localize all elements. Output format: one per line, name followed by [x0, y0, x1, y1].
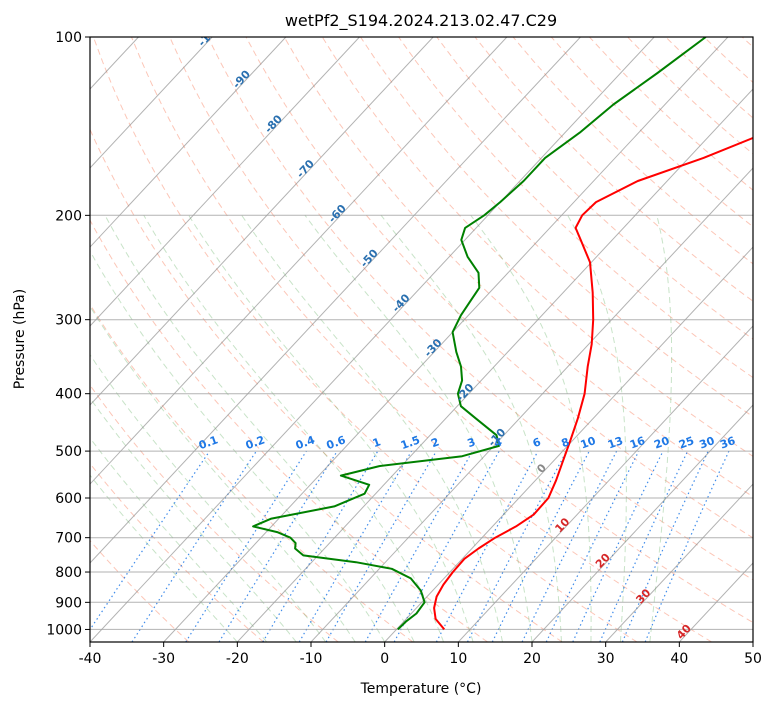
x-tick-label: -30: [152, 651, 175, 667]
x-tick-label: 40: [670, 651, 688, 667]
isotherm-line: [90, 37, 213, 169]
mixing-ratio-label: 1: [371, 435, 383, 450]
y-axis-title: Pressure (hPa): [12, 289, 28, 389]
dry-adiabat-line: [90, 219, 488, 642]
x-tick-label: 30: [597, 651, 615, 667]
mixing-ratio-label: 13: [606, 434, 625, 451]
moist-adiabat-line: [470, 215, 592, 642]
mixing-ratio-line: [325, 450, 437, 642]
isotherm-line: [90, 37, 360, 327]
isotherm-line: [163, 37, 729, 642]
moist-adiabat-line: [143, 215, 445, 642]
dry-adiabat-line: [92, 37, 638, 642]
isotherm-line: [236, 88, 753, 642]
mixing-ratio-label: 2: [429, 435, 441, 450]
mixing-ratio-label: 3: [466, 435, 478, 450]
temperature-profile-line: [433, 136, 753, 631]
mixing-ratio-label: 0.6: [325, 433, 348, 452]
y-tick-label: 300: [55, 313, 82, 329]
moist-adiabat-line: [380, 214, 562, 642]
isotherm-line: [90, 37, 434, 406]
dry-adiabat-line: [245, 37, 753, 539]
x-tick-label: -40: [79, 651, 102, 667]
mixing-ratio-label: 10: [579, 434, 598, 452]
dry-adiabat-line: [207, 37, 753, 581]
x-tick-label: -20: [226, 651, 249, 667]
mixing-ratio-label: 0.4: [294, 433, 317, 452]
moist-adiabat-line: [188, 215, 474, 642]
dry-adiabat-line: [90, 128, 563, 642]
isotherm-line: [90, 37, 287, 248]
isotherm-line: [90, 37, 581, 564]
mixing-ratio-line: [90, 450, 211, 631]
dry-adiabat-line: [474, 37, 753, 302]
mixing-ratio-label: 4: [492, 435, 504, 450]
moist-adiabat-line: [90, 353, 327, 642]
y-tick-label: 200: [55, 208, 82, 224]
mixing-ratio-label: 25: [677, 434, 696, 451]
mixing-ratio-line: [599, 450, 689, 642]
mixing-ratio-line: [545, 450, 640, 642]
mixing-ratio-line: [521, 450, 618, 642]
isotherm-line: [310, 167, 753, 642]
mixing-ratio-label: 0.1: [197, 433, 220, 452]
mixing-ratio-label: 20: [652, 434, 671, 452]
mixing-ratio-label: 16: [628, 434, 647, 452]
mixing-ratio-label: 36: [718, 434, 737, 452]
dry-adiabat-line: [131, 37, 712, 642]
moist-adiabat-line: [90, 474, 238, 642]
x-axis: -40 -30 -20 -10 0 10 20 30 40 50: [79, 642, 762, 667]
mixing-ratio-line: [435, 450, 539, 642]
y-tick-label: 100: [55, 30, 82, 46]
dry-adiabat-line: [436, 37, 753, 340]
x-tick-label: 0: [380, 651, 389, 667]
y-tick-label: 700: [55, 531, 82, 547]
isotherm-line: [605, 483, 753, 642]
mixing-ratio-label: 8: [560, 435, 572, 450]
moist-adiabat-line: [90, 250, 386, 642]
isotherm-line: [531, 404, 753, 642]
moist-adiabat-line: [649, 215, 673, 642]
y-tick-label: 900: [55, 595, 82, 611]
y-tick-label: 500: [55, 444, 82, 460]
x-tick-label: 20: [523, 651, 541, 667]
moist-adiabat-line: [241, 215, 503, 642]
profile-lines: [252, 37, 753, 631]
dry-adiabat-line: [90, 462, 264, 642]
mixing-ratio-label: 0.2: [244, 433, 267, 452]
plot-frame: [89, 36, 754, 643]
x-axis-title: Temperature (°C): [360, 681, 482, 697]
dry-adiabat-line: [90, 539, 190, 642]
moist-adiabat-line: [567, 215, 627, 642]
mixing-ratio-line: [572, 450, 664, 642]
chart-title: wetPf2_S194.2024.213.02.47.C29: [285, 11, 557, 31]
isotherm-line: [457, 325, 753, 642]
mixing-ratio-label: 1.5: [399, 433, 422, 452]
dewpoint-profile-line: [252, 37, 707, 631]
x-tick-label: -10: [300, 651, 323, 667]
isotherm-line: [384, 246, 753, 642]
y-tick-label: 400: [55, 387, 82, 403]
mixing-ratio-line: [262, 450, 379, 642]
dry-adiabat-line: [169, 37, 753, 624]
moist-adiabat-line: [90, 305, 356, 642]
mixing-ratio-line: [218, 450, 338, 642]
background-lines: [90, 37, 753, 642]
mixing-ratio-line: [298, 450, 413, 642]
y-tick-label: 600: [55, 491, 82, 507]
y-tick-label: 800: [55, 565, 82, 581]
isotherm-line: [90, 37, 508, 485]
y-axis: 100 200 300 400 500 600 700 800 900 1000: [46, 30, 90, 638]
isotherm-line: [90, 37, 655, 642]
dry-adiabat-line: [283, 37, 753, 498]
mixing-ratio-label: 30: [698, 434, 717, 452]
x-tick-label: 10: [449, 651, 467, 667]
dry-adiabat-line: [90, 384, 339, 642]
y-tick-label: 1000: [46, 622, 82, 638]
mixing-ratio-line: [185, 450, 307, 642]
x-tick-label: 50: [744, 651, 762, 667]
mixing-ratio-label: 6: [531, 435, 543, 450]
